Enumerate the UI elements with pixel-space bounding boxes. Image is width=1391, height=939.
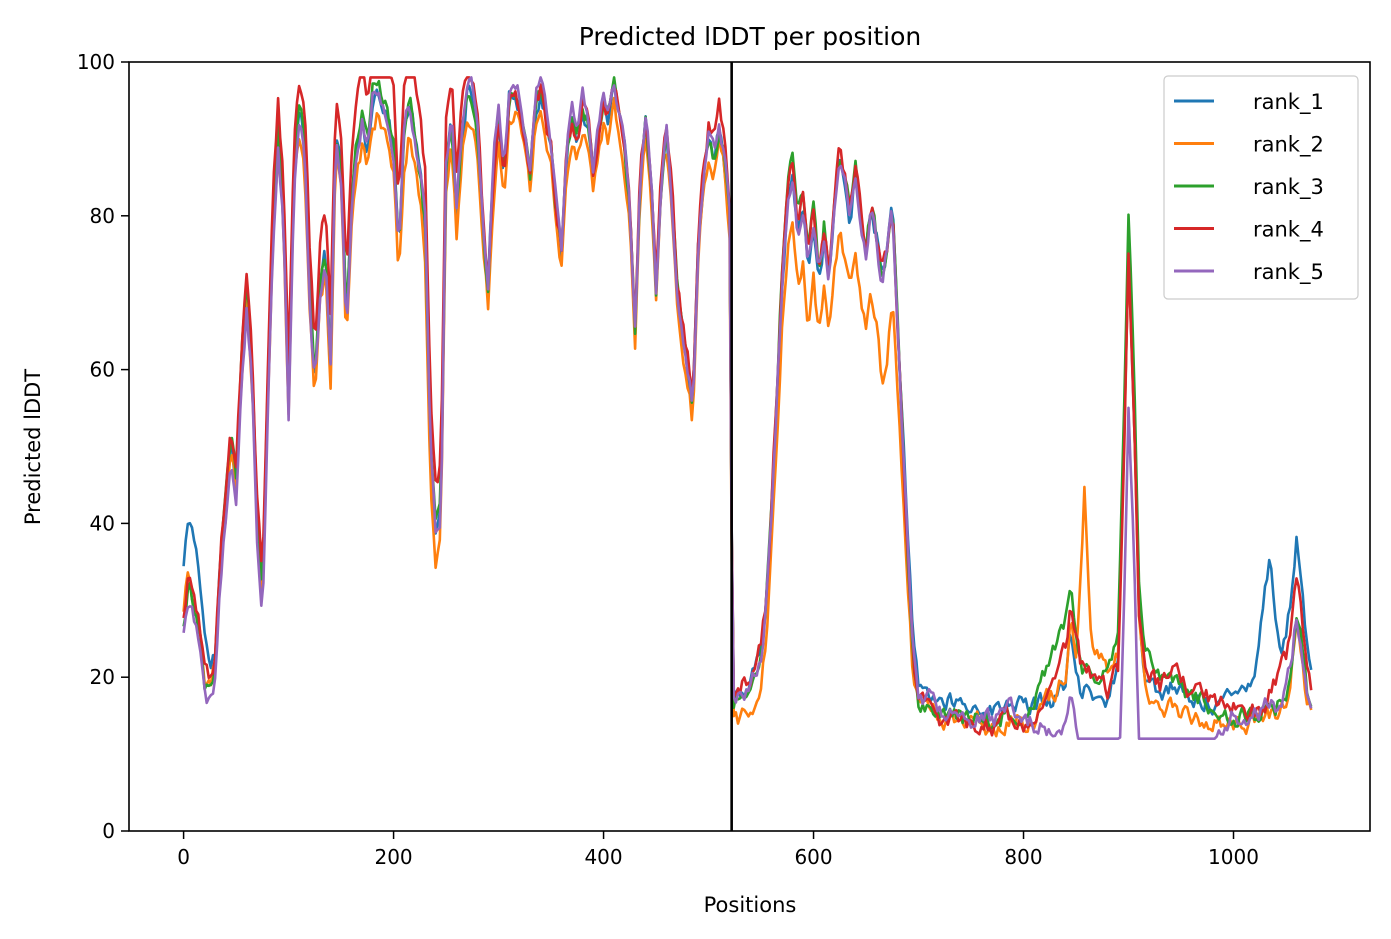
- x-tick-label: 1000: [1208, 845, 1259, 869]
- y-axis-ticks: 0 20 40 60 80 100: [77, 50, 129, 843]
- x-tick-label: 200: [374, 845, 412, 869]
- plot-frame: [128, 61, 1371, 832]
- x-tick-label: 600: [794, 845, 832, 869]
- series-line-rank_4: [182, 76, 1313, 737]
- chart-title: Predicted lDDT per position: [579, 22, 921, 51]
- legend-label-rank_1: rank_1: [1253, 90, 1324, 115]
- legend: rank_1 rank_2 rank_3 rank_4 rank_5: [1163, 75, 1359, 300]
- legend-label-rank_4: rank_4: [1253, 218, 1324, 243]
- x-tick-label: 800: [1004, 845, 1042, 869]
- y-tick-label: 40: [90, 511, 115, 535]
- y-tick-label: 80: [90, 204, 115, 228]
- y-axis-title: Predicted lDDT: [21, 369, 45, 525]
- series-line-rank_5: [182, 76, 1313, 741]
- plot-lines: [182, 62, 1313, 831]
- legend-box: [1163, 75, 1359, 300]
- legend-label-rank_3: rank_3: [1253, 175, 1324, 200]
- x-axis-ticks: 0 200 400 600 800 1000: [177, 831, 1259, 869]
- y-tick-label: 0: [102, 819, 115, 843]
- y-tick-label: 100: [77, 50, 115, 74]
- x-axis-title: Positions: [704, 893, 797, 917]
- legend-label-rank_2: rank_2: [1253, 133, 1324, 158]
- y-tick-label: 20: [90, 665, 115, 689]
- x-tick-label: 0: [177, 845, 190, 869]
- legend-label-rank_5: rank_5: [1253, 260, 1324, 285]
- y-tick-label: 60: [90, 358, 115, 382]
- x-tick-label: 400: [584, 845, 622, 869]
